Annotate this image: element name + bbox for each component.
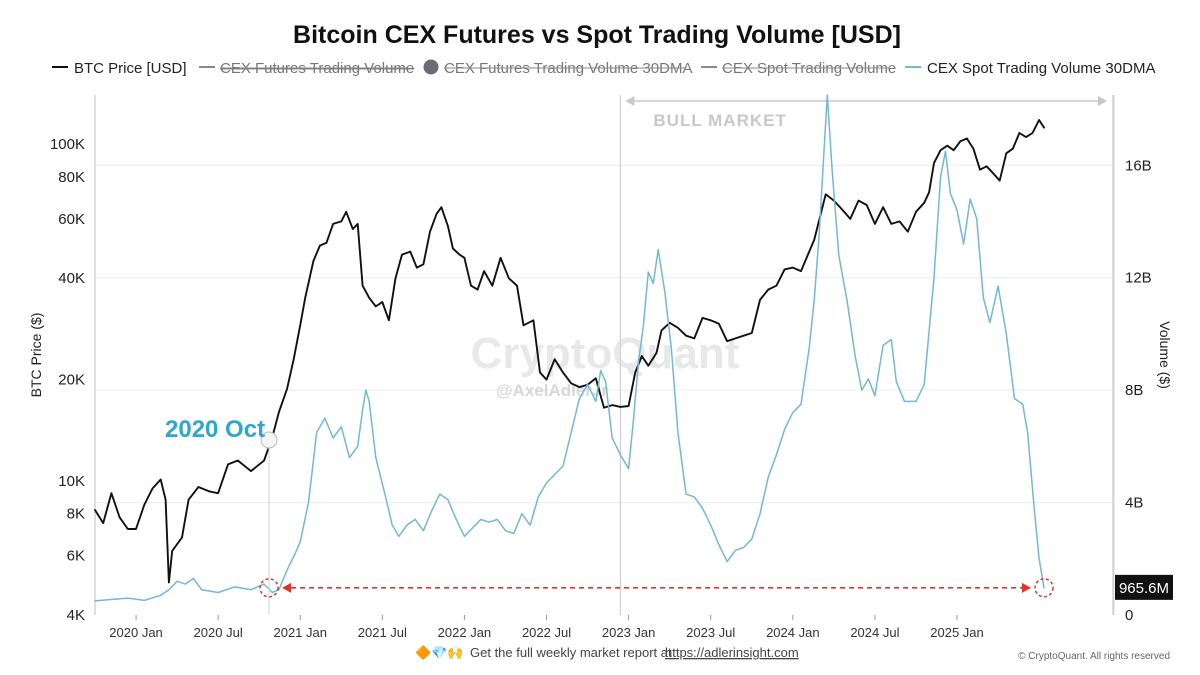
- y-right-tick-label: 4B: [1125, 495, 1143, 512]
- legend-item-spot-30dma[interactable]: CEX Spot Trading Volume 30DMA: [905, 60, 1155, 77]
- y-right-axis-title: Volume ($): [1157, 321, 1173, 389]
- x-tick-label: 2022 Jul: [522, 625, 571, 640]
- comparison-arrow-right-icon: [1022, 582, 1032, 593]
- legend-item-btc-price[interactable]: BTC Price [USD]: [52, 60, 187, 77]
- watermark-handle: @AxelAdlerJr: [496, 381, 608, 400]
- watermark-brand: CryptoQuant: [471, 329, 740, 378]
- latest-volume-circle: [1034, 578, 1054, 598]
- y-left-tick-label: 80K: [58, 169, 85, 186]
- y-right-tick-label: 16B: [1125, 157, 1152, 174]
- x-tick-label: 2023 Jul: [686, 625, 735, 640]
- y-right-ticks: 0 4B 8B 12B 16B: [1125, 157, 1152, 624]
- footer-link[interactable]: https://adlerinsight.com: [665, 645, 799, 660]
- last-value-box: [1115, 574, 1173, 600]
- series-layer: [94, 94, 1045, 602]
- x-tick-label: 2022 Jan: [438, 625, 492, 640]
- legend: BTC Price [USD] CEX Futures Trading Volu…: [52, 59, 1155, 78]
- x-tick-label: 2025 Jan: [930, 625, 984, 640]
- x-tick-label: 2021 Jan: [273, 625, 327, 640]
- y-left-ticks: 4K 6K 8K 10K 20K 40K 60K 80K 100K: [50, 136, 85, 624]
- y-right-tick-label: 8B: [1125, 382, 1143, 399]
- y-right-tick-label: 0: [1125, 607, 1133, 624]
- bull-market-annotation: BULL MARKET: [619, 95, 1115, 615]
- y-left-tick-label: 60K: [58, 211, 85, 228]
- x-tick-label: 2024 Jan: [766, 625, 820, 640]
- legend-futures-30dma-dot-icon: [423, 59, 439, 75]
- annotation-layer: 2020 Oct 965.6M: [165, 416, 1173, 615]
- y-left-tick-label: 6K: [67, 548, 85, 565]
- y-left-axis-title: BTC Price ($): [28, 313, 44, 398]
- last-value-label: 965.6M: [1119, 580, 1169, 597]
- y-left-tick-label: 20K: [58, 372, 85, 389]
- oct-2020-volume-circle: [259, 578, 279, 598]
- legend-item-futures-30dma[interactable]: CEX Futures Trading Volume 30DMA: [423, 59, 693, 78]
- legend-item-spot-volume[interactable]: CEX Spot Trading Volume: [701, 60, 896, 77]
- x-tick-label: 2023 Jan: [602, 625, 656, 640]
- oct-2020-price-marker: [260, 431, 278, 449]
- footer-emoji-icon: 🔶💎🙌: [415, 645, 464, 660]
- comparison-arrow-left-icon: [282, 582, 292, 593]
- oct-2020-label: 2020 Oct: [165, 416, 265, 443]
- chart-title: Bitcoin CEX Futures vs Spot Trading Volu…: [293, 21, 901, 49]
- y-left-tick-label: 4K: [67, 607, 85, 624]
- y-left-tick-label: 100K: [50, 136, 85, 153]
- bull-market-label: BULL MARKET: [653, 111, 786, 130]
- bull-arrow-left-icon: [625, 96, 635, 106]
- y-left-tick-label: 10K: [58, 473, 85, 490]
- legend-item-futures-volume[interactable]: CEX Futures Trading Volume: [199, 60, 414, 77]
- x-tick-label: 2024 Jul: [850, 625, 899, 640]
- footer: 🔶💎🙌 Get the full weekly market report at…: [415, 645, 1170, 662]
- y-left-tick-label: 8K: [67, 506, 85, 523]
- copyright-text: © CryptoQuant. All rights reserved: [1018, 651, 1170, 662]
- x-tick-label: 2020 Jul: [194, 625, 243, 640]
- legend-label-spot-30dma: CEX Spot Trading Volume 30DMA: [927, 60, 1155, 77]
- bull-arrow-right-icon: [1098, 96, 1107, 106]
- y-right-tick-label: 12B: [1125, 270, 1152, 287]
- legend-label-btc-price: BTC Price [USD]: [74, 60, 187, 77]
- spot-volume-30dma-series-line: [94, 94, 1045, 602]
- footer-text: Get the full weekly market report at: [470, 645, 672, 660]
- x-ticks: 2020 Jan 2020 Jul 2021 Jan 2021 Jul 2022 Jan…: [109, 615, 984, 640]
- btc-price-series-line: [94, 119, 1045, 584]
- x-tick-label: 2020 Jan: [109, 625, 163, 640]
- x-tick-label: 2021 Jul: [358, 625, 407, 640]
- y-left-tick-label: 40K: [58, 270, 85, 287]
